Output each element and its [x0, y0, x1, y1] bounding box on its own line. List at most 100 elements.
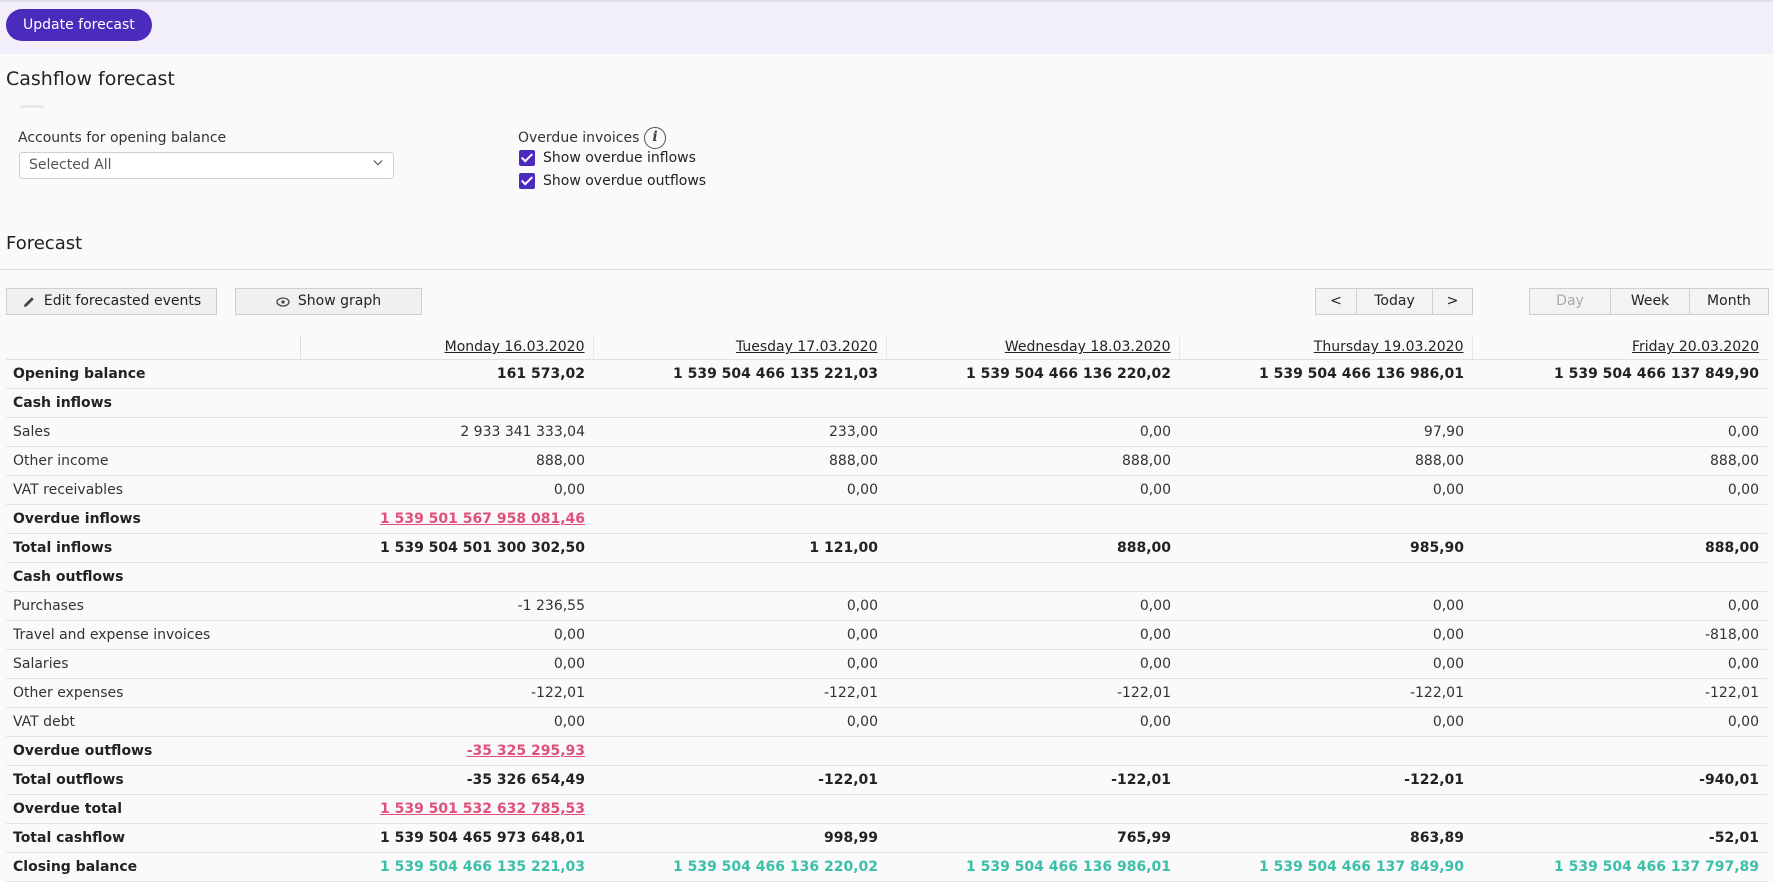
- table-cell: 888,00: [886, 533, 1179, 563]
- table-cell: 0,00: [300, 475, 593, 505]
- table-row: Total outflows -35 326 654,49 -122,01 -122,…: [6, 765, 1767, 795]
- cell-value: 0,00: [553, 714, 585, 730]
- table-cell: 998,99: [593, 823, 886, 853]
- update-forecast-button[interactable]: Update forecast: [6, 9, 152, 41]
- table-row: Salaries 0,00 0,00 0,00 0,00 0,00: [6, 649, 1767, 679]
- show-overdue-inflows-checkbox[interactable]: Show overdue inflows: [519, 150, 696, 166]
- table-row: Cash outflows: [6, 562, 1767, 592]
- overdue-amount-link[interactable]: 1 539 501 567 958 081,46: [379, 511, 585, 527]
- table-cell: 0,00: [1179, 475, 1472, 505]
- cell-value: 998,99: [823, 830, 878, 846]
- edit-forecasted-events-button[interactable]: Edit forecasted events: [6, 288, 217, 315]
- table-row: Opening balance 161 573,02 1 539 504 466 1…: [6, 359, 1767, 389]
- today-button[interactable]: Today: [1356, 288, 1433, 315]
- column-header[interactable]: Friday 20.03.2020: [1471, 335, 1767, 360]
- period-month-button[interactable]: Month: [1689, 288, 1769, 315]
- table-cell: 161 573,02: [300, 359, 593, 389]
- table-cell: 1 539 504 466 135 221,03: [593, 359, 886, 389]
- overdue-amount-link[interactable]: 1 539 501 532 632 785,53: [379, 801, 585, 817]
- table-cell: 0,00: [1179, 649, 1472, 679]
- cell-value: 0,00: [846, 714, 878, 730]
- cell-value: 0,00: [846, 627, 878, 643]
- cell-value: 2 933 341 333,04: [460, 424, 585, 440]
- cell-value: -122,01: [1704, 685, 1759, 701]
- accounts-select[interactable]: Selected All: [19, 152, 394, 179]
- cell-value: 0,00: [553, 482, 585, 498]
- cell-value: 888,00: [1704, 540, 1759, 556]
- show-overdue-outflows-checkbox[interactable]: Show overdue outflows: [519, 173, 706, 189]
- cell-value: 0,00: [1727, 598, 1759, 614]
- cell-value: 888,00: [1116, 540, 1171, 556]
- table-cell: 0,00: [886, 649, 1179, 679]
- table-cell[interactable]: 1 539 501 567 958 081,46: [300, 504, 593, 534]
- table-cell: -52,01: [1472, 823, 1767, 853]
- table-cell: 1 539 504 466 136 220,02: [593, 852, 886, 882]
- cell-value: 1 539 504 501 300 302,50: [379, 540, 585, 556]
- table-cell: [1179, 504, 1472, 534]
- column-header[interactable]: Thursday 19.03.2020: [1178, 335, 1472, 360]
- info-icon[interactable]: i: [644, 127, 666, 149]
- cell-value: 161 573,02: [496, 366, 585, 382]
- chevron-down-icon: [373, 160, 383, 166]
- row-label: Opening balance: [6, 359, 300, 389]
- pencil-icon: [23, 296, 34, 307]
- table-cell: 0,00: [886, 475, 1179, 505]
- column-header[interactable]: Tuesday 17.03.2020: [592, 335, 886, 360]
- forecast-title: Forecast: [6, 233, 83, 254]
- period-day-button[interactable]: Day: [1529, 288, 1611, 315]
- table-cell: -122,01: [886, 765, 1179, 795]
- table-cell: 0,00: [300, 649, 593, 679]
- accounts-select-value: Selected All: [29, 157, 112, 173]
- table-cell: [593, 562, 886, 592]
- table-cell: 0,00: [1472, 707, 1767, 737]
- table-cell: [1179, 794, 1472, 824]
- table-cell: 888,00: [593, 446, 886, 476]
- table-cell: [300, 388, 593, 418]
- table-cell: [593, 736, 886, 766]
- table-cell: [1179, 562, 1472, 592]
- table-cell: 1 539 504 466 135 221,03: [300, 852, 593, 882]
- table-cell: 1 539 504 466 137 797,89: [1472, 852, 1767, 882]
- checkbox-checked-icon[interactable]: [519, 150, 535, 166]
- checkbox-checked-icon[interactable]: [519, 173, 535, 189]
- table-cell: 0,00: [1179, 620, 1472, 650]
- table-cell: [886, 794, 1179, 824]
- cell-value: 0,00: [846, 598, 878, 614]
- table-cell: [886, 562, 1179, 592]
- period-week-button[interactable]: Week: [1610, 288, 1690, 315]
- table-cell: 1 121,00: [593, 533, 886, 563]
- cell-value: 0,00: [1432, 482, 1464, 498]
- table-row: VAT receivables 0,00 0,00 0,00 0,00 0,00: [6, 475, 1767, 505]
- overdue-invoices-label: Overdue invoices: [518, 130, 640, 146]
- table-cell: [593, 504, 886, 534]
- prev-period-button[interactable]: <: [1315, 288, 1357, 315]
- cell-value: 1 121,00: [809, 540, 878, 556]
- table-cell: [1472, 794, 1767, 824]
- cell-value: 985,90: [1409, 540, 1464, 556]
- table-cell: -35 326 654,49: [300, 765, 593, 795]
- table-cell: [593, 388, 886, 418]
- table-cell: 1 539 504 466 137 849,90: [1472, 359, 1767, 389]
- table-cell[interactable]: 1 539 501 532 632 785,53: [300, 794, 593, 824]
- cell-value: -122,01: [1116, 685, 1171, 701]
- table-header-row: Monday 16.03.2020 Tuesday 17.03.2020 Wed…: [6, 335, 1767, 360]
- table-cell: 985,90: [1179, 533, 1472, 563]
- table-cell[interactable]: -35 325 295,93: [300, 736, 593, 766]
- row-label: Total outflows: [6, 765, 300, 795]
- table-row: Purchases -1 236,55 0,00 0,00 0,00 0,00: [6, 591, 1767, 621]
- show-graph-button[interactable]: Show graph: [235, 288, 422, 315]
- overdue-amount-link[interactable]: -35 325 295,93: [466, 743, 585, 759]
- cell-value: 0,00: [1139, 656, 1171, 672]
- cell-value: 765,99: [1116, 830, 1171, 846]
- table-cell: 1 539 504 466 137 849,90: [1179, 852, 1472, 882]
- table-cell: 0,00: [1472, 475, 1767, 505]
- cell-value: 0,00: [1727, 424, 1759, 440]
- table-cell: 0,00: [886, 417, 1179, 447]
- next-period-button[interactable]: >: [1432, 288, 1473, 315]
- table-cell: 0,00: [593, 620, 886, 650]
- column-header[interactable]: Wednesday 18.03.2020: [885, 335, 1179, 360]
- row-label: Other expenses: [6, 678, 300, 708]
- cell-value: -1 236,55: [517, 598, 585, 614]
- column-header[interactable]: Monday 16.03.2020: [299, 335, 593, 360]
- eye-icon: [276, 296, 290, 307]
